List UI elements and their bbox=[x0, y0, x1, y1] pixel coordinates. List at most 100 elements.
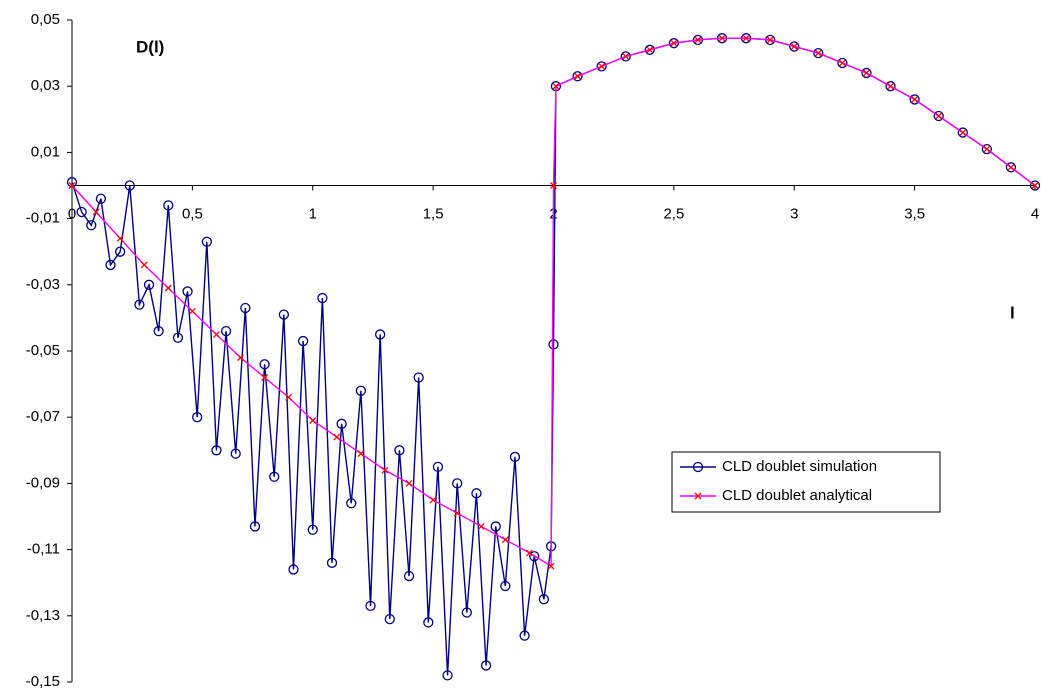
legend-marker bbox=[694, 492, 702, 500]
marker bbox=[220, 325, 232, 337]
x-tick-label: 3,5 bbox=[904, 205, 925, 222]
marker bbox=[538, 594, 550, 605]
marker bbox=[115, 246, 126, 257]
legend-label: CLD doublet analytical bbox=[722, 487, 872, 504]
marker bbox=[789, 41, 800, 52]
marker bbox=[240, 302, 251, 314]
legend: CLD doublet simulation CLD doublet analyt… bbox=[671, 451, 941, 513]
marker bbox=[192, 412, 203, 423]
marker bbox=[885, 81, 896, 92]
marker bbox=[490, 521, 501, 532]
marker bbox=[188, 307, 196, 315]
marker bbox=[76, 206, 87, 218]
marker bbox=[670, 39, 678, 47]
y-tick-label: -0,05 bbox=[26, 342, 60, 359]
marker bbox=[694, 36, 702, 44]
marker bbox=[212, 330, 220, 338]
marker bbox=[646, 46, 654, 54]
marker bbox=[477, 522, 485, 530]
marker bbox=[116, 235, 124, 242]
y-tick-label: -0,15 bbox=[26, 673, 60, 690]
marker bbox=[394, 445, 405, 456]
marker bbox=[153, 325, 164, 337]
x-tick-label: 0 bbox=[68, 205, 76, 222]
marker bbox=[309, 417, 317, 424]
marker bbox=[124, 180, 135, 191]
marker bbox=[230, 448, 241, 459]
marker bbox=[471, 488, 482, 499]
marker bbox=[790, 43, 798, 50]
marker bbox=[95, 193, 107, 204]
y-tick-label: -0,11 bbox=[27, 541, 60, 558]
y-axis-title: D(l) bbox=[136, 37, 164, 56]
marker bbox=[1005, 162, 1017, 173]
series bbox=[66, 33, 1041, 681]
marker bbox=[285, 393, 293, 401]
marker bbox=[598, 62, 606, 70]
legend-label: CLD doublet simulation bbox=[722, 458, 877, 475]
marker bbox=[172, 332, 184, 343]
marker bbox=[718, 34, 726, 42]
marker bbox=[863, 69, 870, 77]
legend-marker bbox=[692, 461, 704, 473]
marker bbox=[429, 496, 437, 504]
marker bbox=[813, 47, 824, 59]
marker bbox=[164, 284, 172, 292]
marker bbox=[1029, 180, 1041, 191]
series bbox=[68, 34, 1039, 570]
marker bbox=[1007, 163, 1015, 171]
marker bbox=[572, 71, 583, 82]
series-line bbox=[71, 37, 1036, 676]
y-tick-label: -0,03 bbox=[26, 276, 60, 293]
marker bbox=[211, 445, 222, 456]
marker bbox=[981, 143, 992, 155]
x-tick-label: 2,5 bbox=[663, 205, 684, 222]
marker bbox=[525, 549, 533, 557]
marker bbox=[887, 82, 895, 90]
y-tick-label: -0,07 bbox=[26, 408, 60, 425]
marker bbox=[143, 279, 155, 290]
marker bbox=[550, 182, 557, 189]
marker bbox=[182, 286, 193, 297]
marker bbox=[452, 478, 463, 489]
marker bbox=[838, 59, 846, 67]
marker bbox=[278, 309, 290, 320]
marker bbox=[92, 208, 100, 216]
marker bbox=[957, 127, 968, 138]
x-tick-label: 1 bbox=[309, 205, 317, 222]
marker bbox=[837, 57, 848, 69]
marker bbox=[983, 145, 991, 153]
marker bbox=[529, 551, 540, 562]
x-axis-title: l bbox=[1010, 303, 1015, 322]
marker bbox=[403, 570, 415, 582]
marker bbox=[317, 292, 328, 304]
marker bbox=[519, 630, 530, 641]
marker bbox=[357, 450, 365, 458]
marker bbox=[336, 418, 347, 429]
marker bbox=[574, 72, 582, 80]
x-tick-label: 4 bbox=[1031, 205, 1039, 222]
marker bbox=[1031, 182, 1039, 189]
marker bbox=[622, 52, 630, 60]
marker bbox=[480, 660, 492, 671]
marker bbox=[405, 479, 413, 487]
marker bbox=[66, 177, 78, 188]
marker bbox=[453, 509, 461, 517]
marker bbox=[861, 67, 872, 79]
marker bbox=[596, 61, 607, 72]
marker bbox=[766, 36, 774, 44]
marker bbox=[442, 670, 453, 681]
marker bbox=[365, 600, 376, 612]
marker bbox=[423, 617, 434, 628]
marker bbox=[432, 461, 444, 473]
marker bbox=[261, 374, 269, 381]
marker bbox=[742, 34, 750, 42]
marker bbox=[381, 466, 389, 474]
marker bbox=[909, 94, 920, 105]
marker bbox=[288, 564, 299, 575]
marker bbox=[333, 433, 341, 441]
marker bbox=[297, 335, 309, 347]
marker bbox=[105, 259, 116, 271]
marker bbox=[413, 372, 424, 383]
marker bbox=[201, 236, 212, 247]
